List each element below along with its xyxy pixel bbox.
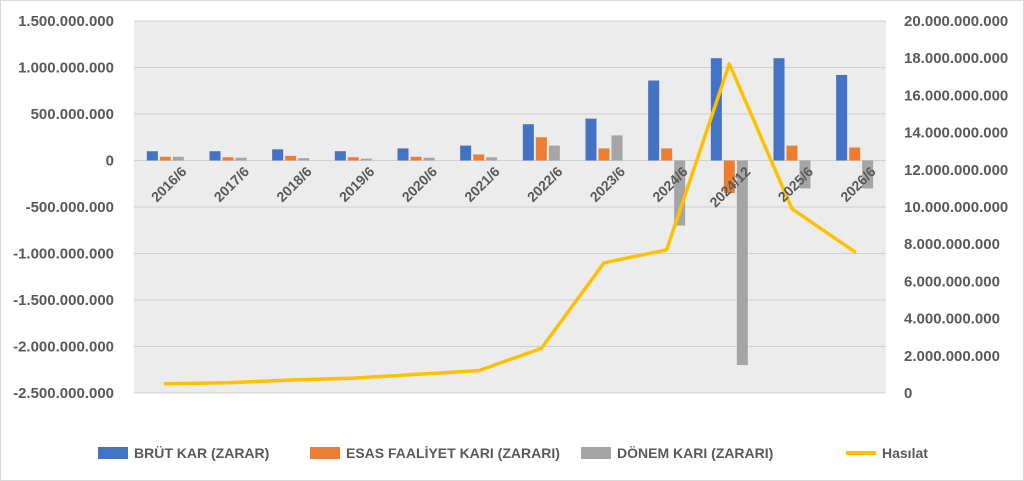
bar — [611, 135, 623, 161]
bar — [849, 147, 861, 161]
right-tick-label: 12.000.000.000 — [904, 162, 1008, 179]
right-tick-label: 8.000.000.000 — [904, 236, 1000, 253]
legend-label: BRÜT KAR (ZARAR) — [134, 445, 269, 461]
right-tick-label: 18.000.000.000 — [904, 50, 1008, 67]
left-tick-label: -2.500.000.000 — [13, 385, 114, 402]
left-axis: 1.500.000.000 1.000.000.000 500.000.000 0 -5… — [13, 13, 114, 402]
left-tick-label: 0 — [106, 153, 114, 170]
legend-label: ESAS FAALİYET KARI (ZARARI) — [346, 445, 560, 461]
bar — [585, 118, 597, 161]
bar — [298, 158, 310, 161]
right-tick-label: 2.000.000.000 — [904, 348, 1000, 365]
legend-swatch — [581, 447, 611, 459]
left-tick-label: 500.000.000 — [31, 106, 114, 123]
bar — [397, 148, 409, 161]
legend: BRÜT KAR (ZARAR) ESAS FAALİYET KARI (ZARA… — [98, 445, 928, 461]
left-tick-label: -2.000.000.000 — [13, 339, 114, 356]
bar — [486, 157, 498, 161]
left-tick-label: -500.000.000 — [26, 199, 114, 216]
bar — [786, 145, 798, 161]
bar — [773, 58, 785, 161]
legend-swatch — [98, 447, 128, 459]
bar — [222, 157, 234, 161]
bar — [360, 158, 372, 161]
bar — [862, 160, 874, 189]
bar — [723, 160, 735, 194]
legend-label: DÖNEM KARI (ZARARI) — [617, 445, 773, 461]
bar — [347, 157, 359, 161]
legend-swatch — [310, 447, 340, 459]
right-tick-label: 16.000.000.000 — [904, 87, 1008, 104]
bar — [661, 148, 673, 161]
right-tick-label: 6.000.000.000 — [904, 273, 1000, 290]
bar — [548, 145, 560, 161]
bar — [209, 151, 221, 161]
bar — [648, 80, 660, 161]
right-axis: 20.000.000.000 18.000.000.000 16.000.000.0… — [904, 13, 1008, 402]
bar — [235, 157, 247, 161]
left-tick-label: 1.500.000.000 — [18, 13, 114, 30]
right-tick-label: 20.000.000.000 — [904, 13, 1008, 30]
bar — [285, 155, 297, 161]
right-tick-label: 10.000.000.000 — [904, 199, 1008, 216]
plot-area — [134, 20, 886, 394]
bar — [473, 154, 485, 161]
right-tick-label: 14.000.000.000 — [904, 125, 1008, 142]
left-tick-label: -1.000.000.000 — [13, 246, 114, 263]
bar — [522, 124, 534, 161]
bar — [535, 137, 547, 161]
bar — [799, 160, 811, 189]
bar — [334, 151, 346, 161]
bar — [146, 151, 158, 161]
bar — [410, 156, 422, 161]
line-hasilat — [163, 62, 857, 386]
bar — [710, 58, 722, 161]
bar — [272, 149, 284, 161]
legend-label: Hasılat — [882, 445, 928, 461]
left-tick-label: -1.500.000.000 — [13, 292, 114, 309]
bar — [159, 156, 171, 161]
bar — [598, 148, 610, 161]
bar — [423, 157, 435, 161]
bar — [460, 145, 472, 161]
bar — [172, 156, 184, 161]
right-tick-label: 0 — [904, 385, 912, 402]
right-tick-label: 4.000.000.000 — [904, 311, 1000, 328]
bar — [836, 74, 848, 161]
left-tick-label: 1.000.000.000 — [18, 60, 114, 77]
bar — [736, 160, 748, 366]
bar — [674, 160, 686, 226]
